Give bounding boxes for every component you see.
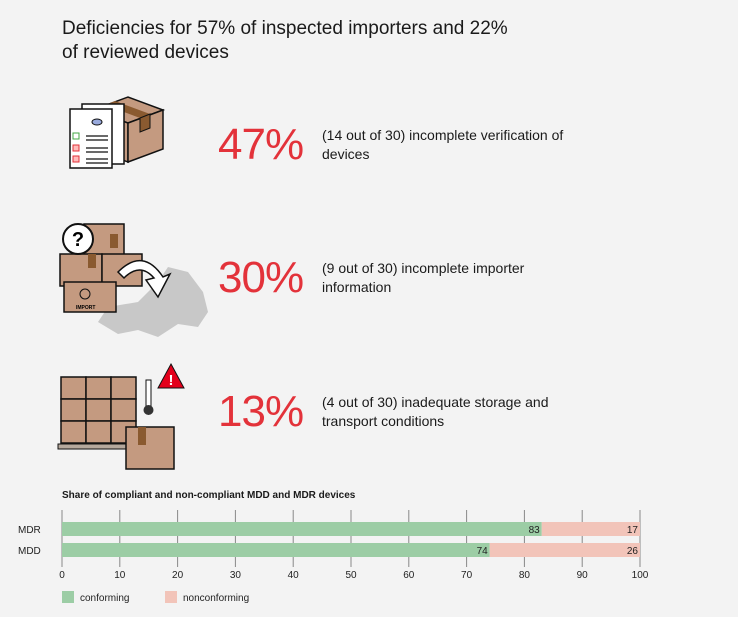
data-label: 26 bbox=[627, 546, 639, 557]
y-category-label: MDR bbox=[18, 525, 41, 536]
switzerland-map-icon bbox=[98, 267, 208, 337]
legend-swatch-conforming bbox=[62, 591, 74, 603]
storage-warning-icon: ! bbox=[57, 362, 185, 470]
legend-swatch-nonconforming bbox=[165, 591, 177, 603]
stat-devices-verification: 47% (14 out of 30) incomplete verificati… bbox=[218, 120, 582, 170]
svg-text:?: ? bbox=[72, 229, 84, 251]
chart-title: Share of compliant and non-compliant MDD… bbox=[62, 490, 356, 501]
import-boxes-icon: ? IMPORT bbox=[59, 223, 208, 337]
legend-label: nonconforming bbox=[183, 593, 249, 604]
x-tick-label: 90 bbox=[577, 570, 589, 581]
svg-text:!: ! bbox=[169, 372, 174, 389]
stat-percent: 13% bbox=[218, 387, 304, 436]
x-tick-label: 0 bbox=[59, 570, 65, 581]
documents-box-icon bbox=[69, 96, 166, 169]
stat-importer-information: 30% (9 out of 30) incomplete importer in… bbox=[218, 253, 582, 303]
x-tick-label: 20 bbox=[172, 570, 184, 581]
bar-segment-nonconforming bbox=[489, 543, 640, 557]
import-label: IMPORT bbox=[76, 305, 95, 311]
stat-percent: 30% bbox=[218, 253, 304, 302]
data-label: 74 bbox=[477, 546, 489, 557]
x-tick-label: 30 bbox=[230, 570, 242, 581]
bar-segment-conforming bbox=[62, 543, 490, 557]
y-category-label: MDD bbox=[18, 546, 41, 557]
x-tick-label: 70 bbox=[461, 570, 473, 581]
x-tick-label: 80 bbox=[519, 570, 531, 581]
x-tick-label: 100 bbox=[632, 570, 649, 581]
x-tick-label: 10 bbox=[114, 570, 126, 581]
stat-description: (14 out of 30) incomplete verification o… bbox=[322, 127, 564, 162]
stacked-bar-chart: 0 10 20 30 40 50 60 70 80 90 100 MDR 83 17 MDD 74 26 conf… bbox=[18, 510, 649, 604]
bar-segment-nonconforming bbox=[541, 522, 640, 536]
x-tick-label: 50 bbox=[345, 570, 357, 581]
stat-description: (4 out of 30) inadequate storage and tra… bbox=[322, 394, 549, 429]
data-label: 83 bbox=[529, 525, 541, 536]
bar-segment-conforming bbox=[62, 522, 542, 536]
x-tick-label: 40 bbox=[288, 570, 300, 581]
data-label: 17 bbox=[627, 525, 639, 536]
x-tick-label: 60 bbox=[403, 570, 415, 581]
page-title: Deficiencies for 57% of inspected import… bbox=[62, 18, 508, 63]
stat-storage-conditions: 13% (4 out of 30) inadequate storage and… bbox=[218, 387, 582, 437]
stat-percent: 47% bbox=[218, 120, 304, 169]
legend-label: conforming bbox=[80, 593, 129, 604]
stat-description: (9 out of 30) incomplete importer inform… bbox=[322, 260, 525, 295]
